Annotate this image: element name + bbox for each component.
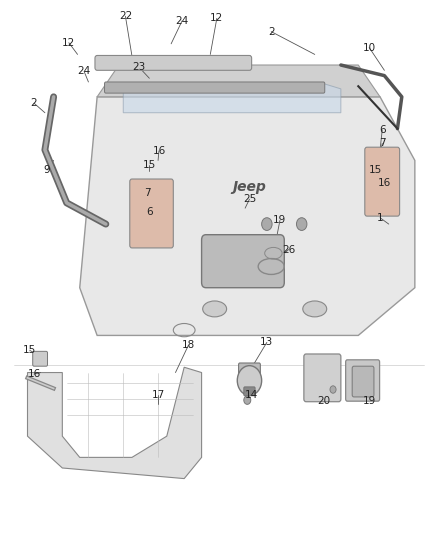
Circle shape — [261, 217, 272, 230]
Text: 23: 23 — [132, 62, 145, 71]
Text: 19: 19 — [363, 395, 376, 406]
Text: 10: 10 — [363, 43, 376, 53]
Circle shape — [297, 217, 307, 230]
Text: 17: 17 — [152, 390, 165, 400]
Polygon shape — [28, 367, 201, 479]
Circle shape — [330, 386, 336, 393]
Text: 14: 14 — [245, 390, 258, 400]
Text: 25: 25 — [243, 194, 256, 204]
FancyBboxPatch shape — [105, 82, 325, 93]
Ellipse shape — [265, 247, 282, 259]
Text: 2: 2 — [268, 27, 275, 37]
Text: 16: 16 — [152, 146, 166, 156]
Text: Jeep: Jeep — [233, 180, 266, 194]
Polygon shape — [80, 97, 415, 335]
Text: 12: 12 — [62, 38, 75, 48]
Text: 9: 9 — [44, 165, 50, 175]
Text: 19: 19 — [273, 215, 286, 225]
Text: 20: 20 — [317, 395, 330, 406]
Text: 24: 24 — [175, 16, 189, 26]
Text: 6: 6 — [146, 207, 153, 217]
Text: 2: 2 — [31, 98, 37, 108]
FancyBboxPatch shape — [352, 366, 374, 397]
Text: 7: 7 — [379, 139, 385, 149]
FancyBboxPatch shape — [244, 387, 255, 396]
FancyBboxPatch shape — [201, 235, 284, 288]
Text: 15: 15 — [369, 165, 382, 175]
Circle shape — [244, 396, 251, 405]
Circle shape — [237, 366, 261, 395]
Text: 13: 13 — [260, 337, 273, 348]
Text: 15: 15 — [143, 160, 156, 169]
FancyBboxPatch shape — [346, 360, 380, 401]
Ellipse shape — [303, 301, 327, 317]
FancyBboxPatch shape — [130, 179, 173, 248]
Text: 24: 24 — [78, 67, 91, 76]
Text: 26: 26 — [282, 245, 295, 255]
Text: 6: 6 — [379, 125, 385, 135]
FancyBboxPatch shape — [33, 351, 47, 366]
Polygon shape — [123, 84, 341, 113]
FancyBboxPatch shape — [365, 147, 399, 216]
Text: 18: 18 — [182, 340, 195, 350]
Text: 12: 12 — [210, 13, 223, 23]
Text: 7: 7 — [144, 188, 151, 198]
FancyBboxPatch shape — [95, 55, 252, 70]
Text: 22: 22 — [119, 11, 132, 21]
Text: 16: 16 — [28, 369, 41, 379]
Text: 15: 15 — [23, 345, 36, 356]
Ellipse shape — [203, 301, 226, 317]
Polygon shape — [97, 65, 380, 97]
Text: 1: 1 — [377, 213, 383, 223]
FancyBboxPatch shape — [304, 354, 341, 402]
FancyBboxPatch shape — [239, 363, 260, 385]
Text: 16: 16 — [378, 177, 391, 188]
